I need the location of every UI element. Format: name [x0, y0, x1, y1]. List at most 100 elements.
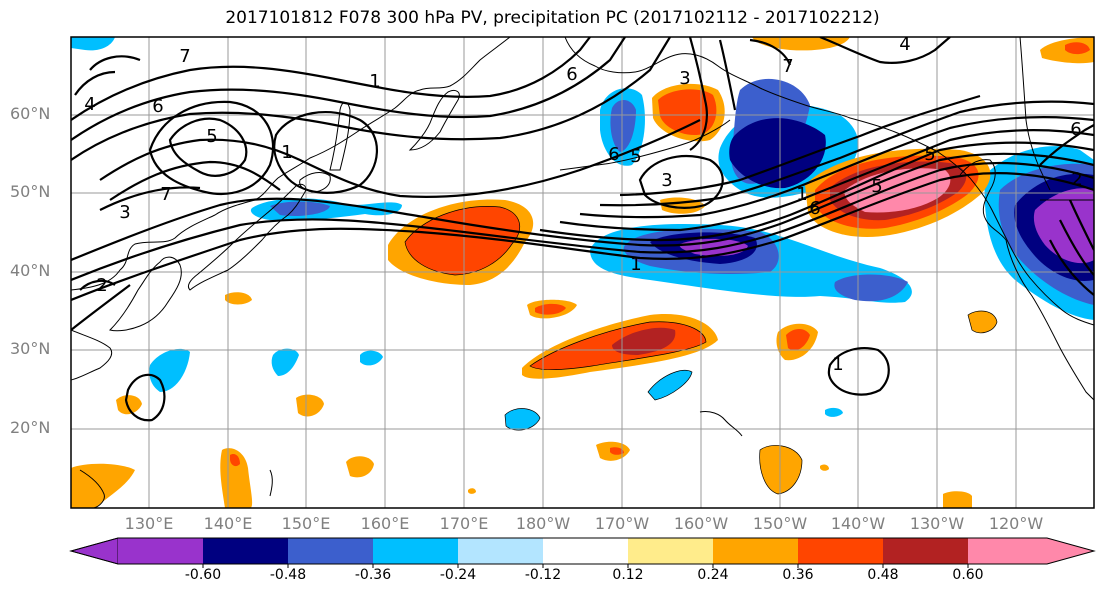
colorbar-bin — [373, 538, 458, 564]
colorbar-ticks — [202, 564, 969, 568]
coast-bonin — [269, 469, 273, 497]
colorbar-bin — [543, 538, 628, 564]
pos-subtrop-dark — [612, 327, 676, 355]
colorbar-tick-label: -0.60 — [184, 567, 222, 583]
contour-label: 5 — [924, 144, 935, 165]
pv-contour-28 — [1068, 199, 1094, 251]
lat-label: 50°N — [10, 182, 51, 201]
pv-contour-13 — [109, 160, 281, 201]
pv-contour-4 — [539, 141, 1094, 242]
contour-label: 2 — [96, 275, 107, 296]
colorbar-tick-label: -0.48 — [269, 567, 307, 583]
pv-contour-30 — [124, 373, 166, 422]
contour-label: 7 — [179, 46, 190, 67]
neg-spot-5 — [648, 370, 692, 400]
pv-contour-5 — [559, 129, 1094, 232]
lon-label: 140°E — [203, 514, 253, 533]
pos-topright-2 — [1065, 42, 1090, 55]
colorbar-tick-label: -0.12 — [524, 567, 562, 583]
contour-label: 7 — [782, 56, 793, 77]
pos-kamchatka-dark — [405, 206, 520, 275]
contour-label: 6 — [809, 198, 820, 219]
neg-topleft — [71, 37, 115, 51]
map-plot-area: 6 7 5 1 4 3 7 1 2 1 6 6 5 3 1 7 6 5 5 1 … — [71, 34, 1094, 508]
pos-small-8b — [610, 447, 624, 455]
contour-label: 1 — [630, 254, 641, 275]
neg-spot-2 — [271, 348, 299, 376]
contour-label: 7 — [160, 184, 171, 205]
pv-contour-20 — [638, 155, 724, 209]
pv-contour-32 — [79, 279, 116, 291]
colorbar-tick-label: 0.12 — [612, 567, 644, 583]
pos-small-10 — [346, 456, 374, 478]
pv-contour-17 — [273, 110, 378, 194]
lat-label: 60°N — [10, 104, 51, 123]
pv-contour-21 — [688, 37, 708, 151]
contour-label: 6 — [1070, 119, 1081, 140]
neg-spot-3 — [360, 350, 383, 366]
coast-inland-1 — [1019, 37, 1051, 191]
contour-label: 1 — [369, 71, 380, 92]
coast-korea — [109, 256, 182, 332]
pos-small-9 — [759, 445, 802, 494]
contour-label: 6 — [608, 144, 619, 165]
colorbar-tick-label: -0.24 — [439, 567, 477, 583]
contour-label: 4 — [899, 34, 910, 55]
colorbar-tick-label: -0.36 — [354, 567, 392, 583]
pv-contour-24 — [819, 37, 951, 64]
coast-hawaii — [699, 411, 743, 437]
pv-contour-29 — [827, 347, 890, 396]
coast-usa — [1005, 239, 1094, 401]
neg-spot-4 — [505, 408, 540, 431]
pv-contour-15 — [168, 117, 248, 177]
coast-kamchatka — [408, 89, 460, 151]
pos-small-7 — [225, 292, 252, 305]
coastlines — [71, 37, 1094, 508]
contour-label: 3 — [119, 202, 130, 223]
colorbar-bin — [118, 538, 203, 564]
colorbar — [69, 537, 1096, 568]
map-title: 2017101812 F078 300 hPa PV, precipitatio… — [225, 8, 880, 28]
pos-small-5 — [296, 394, 324, 417]
lon-label: 170°W — [594, 514, 650, 533]
outline-1 — [404, 206, 521, 276]
lat-label: 30°N — [10, 339, 51, 358]
colorbar-bin — [798, 538, 883, 564]
contour-label: 1 — [832, 354, 843, 375]
pv-contour-2 — [71, 161, 1094, 282]
map-border — [70, 36, 1095, 509]
contour-label: 1 — [281, 142, 292, 163]
pv-contour-31 — [71, 284, 131, 331]
neg-japan-mid — [270, 201, 330, 216]
lon-label: 130°E — [124, 514, 174, 533]
contour-label: 6 — [566, 64, 577, 85]
pos-small-14 — [820, 464, 829, 471]
pv-contour-1 — [71, 172, 1094, 302]
colorbar-bin — [883, 538, 968, 564]
lon-label: 160°W — [673, 514, 729, 533]
pos-small-4 — [968, 310, 997, 333]
colorbar-bin — [458, 538, 543, 564]
outline-2 — [529, 321, 707, 371]
pos-small-13 — [943, 491, 972, 508]
contour-label: 4 — [84, 94, 95, 115]
lat-label: 40°N — [10, 261, 51, 280]
coast-bc — [959, 159, 1007, 241]
coast-asia — [71, 37, 511, 291]
colorbar-extend-low — [69, 537, 119, 565]
lon-label: 130°W — [909, 514, 965, 533]
colorbar-bin — [628, 538, 713, 564]
lat-label: 20°N — [10, 418, 51, 437]
colorbar-extend-high — [968, 538, 1094, 564]
contour-label: 3 — [679, 68, 690, 89]
pv-contour-26 — [1049, 239, 1094, 296]
outline-6 — [759, 445, 803, 495]
colorbar-frame — [69, 537, 1096, 565]
neg-bering-mid — [610, 99, 636, 152]
coast-japan — [187, 183, 307, 291]
neg-east — [834, 274, 908, 302]
pos-bering-dark — [658, 89, 717, 136]
coast-china-south — [71, 329, 113, 381]
lon-label: 140°W — [830, 514, 886, 533]
lon-label: 160°E — [360, 514, 410, 533]
